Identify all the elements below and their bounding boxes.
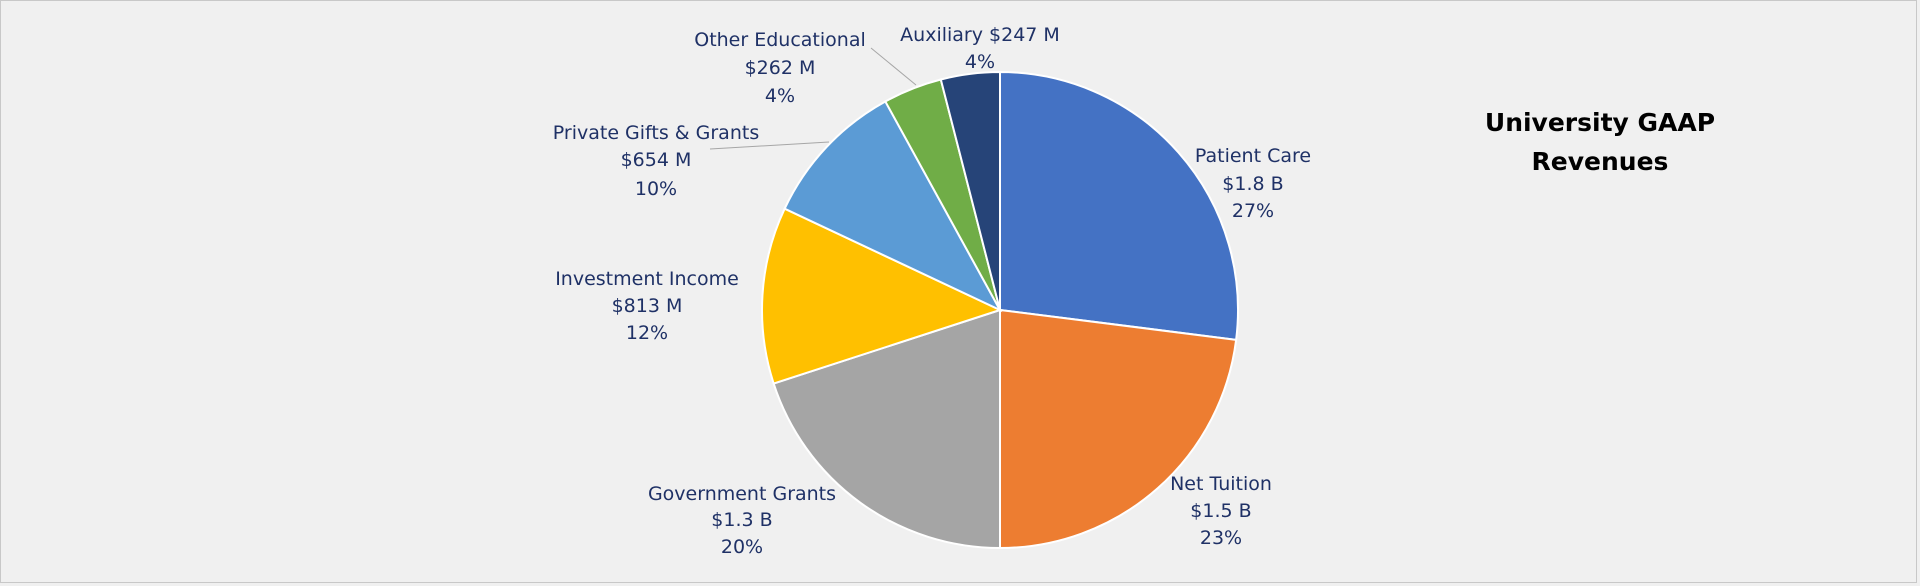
leader-line-other-educational — [870, 47, 917, 86]
data-label-percent: 4% — [965, 51, 995, 73]
pie-slice-patient-care — [999, 70, 1239, 341]
data-label-amount: $1.8 B — [1222, 173, 1283, 195]
pie-slice-investment-income — [761, 207, 1003, 385]
data-label-percent: 27% — [1232, 200, 1274, 222]
data-label-amount: $1.5 B — [1190, 500, 1251, 522]
data-label-name: Government Grants — [648, 483, 836, 505]
data-label-name: Patient Care — [1195, 145, 1311, 167]
data-label-percent: 23% — [1200, 527, 1242, 549]
data-label-amount: $1.3 B — [711, 509, 772, 531]
data-label-name: Net Tuition — [1170, 473, 1272, 495]
data-label-amount: $813 M — [612, 295, 683, 317]
data-label-name: Investment Income — [555, 268, 739, 290]
pie-slice-net-tuition — [999, 308, 1238, 550]
pie-slice-government-grants — [772, 308, 1001, 550]
chart-title-line-1: University GAAP — [1485, 108, 1715, 137]
data-label-amount: $654 M — [621, 149, 692, 171]
data-label-percent: 20% — [721, 536, 763, 558]
data-label-name-amount: Auxiliary $247 M — [900, 24, 1060, 46]
data-label-percent: 12% — [626, 322, 668, 344]
data-label-name: Other Educational — [694, 29, 866, 51]
pie-slice-auxiliary — [939, 70, 1001, 311]
data-label-amount: $262 M — [745, 57, 816, 79]
data-label-name: Private Gifts & Grants — [553, 122, 759, 144]
chart-title-line-2: Revenues — [1532, 147, 1669, 176]
pie-slice-private-gifts-grants — [783, 100, 1003, 313]
leader-line-private-gifts — [709, 141, 830, 150]
data-label-percent: 4% — [765, 85, 795, 107]
data-label-percent: 10% — [635, 178, 677, 200]
